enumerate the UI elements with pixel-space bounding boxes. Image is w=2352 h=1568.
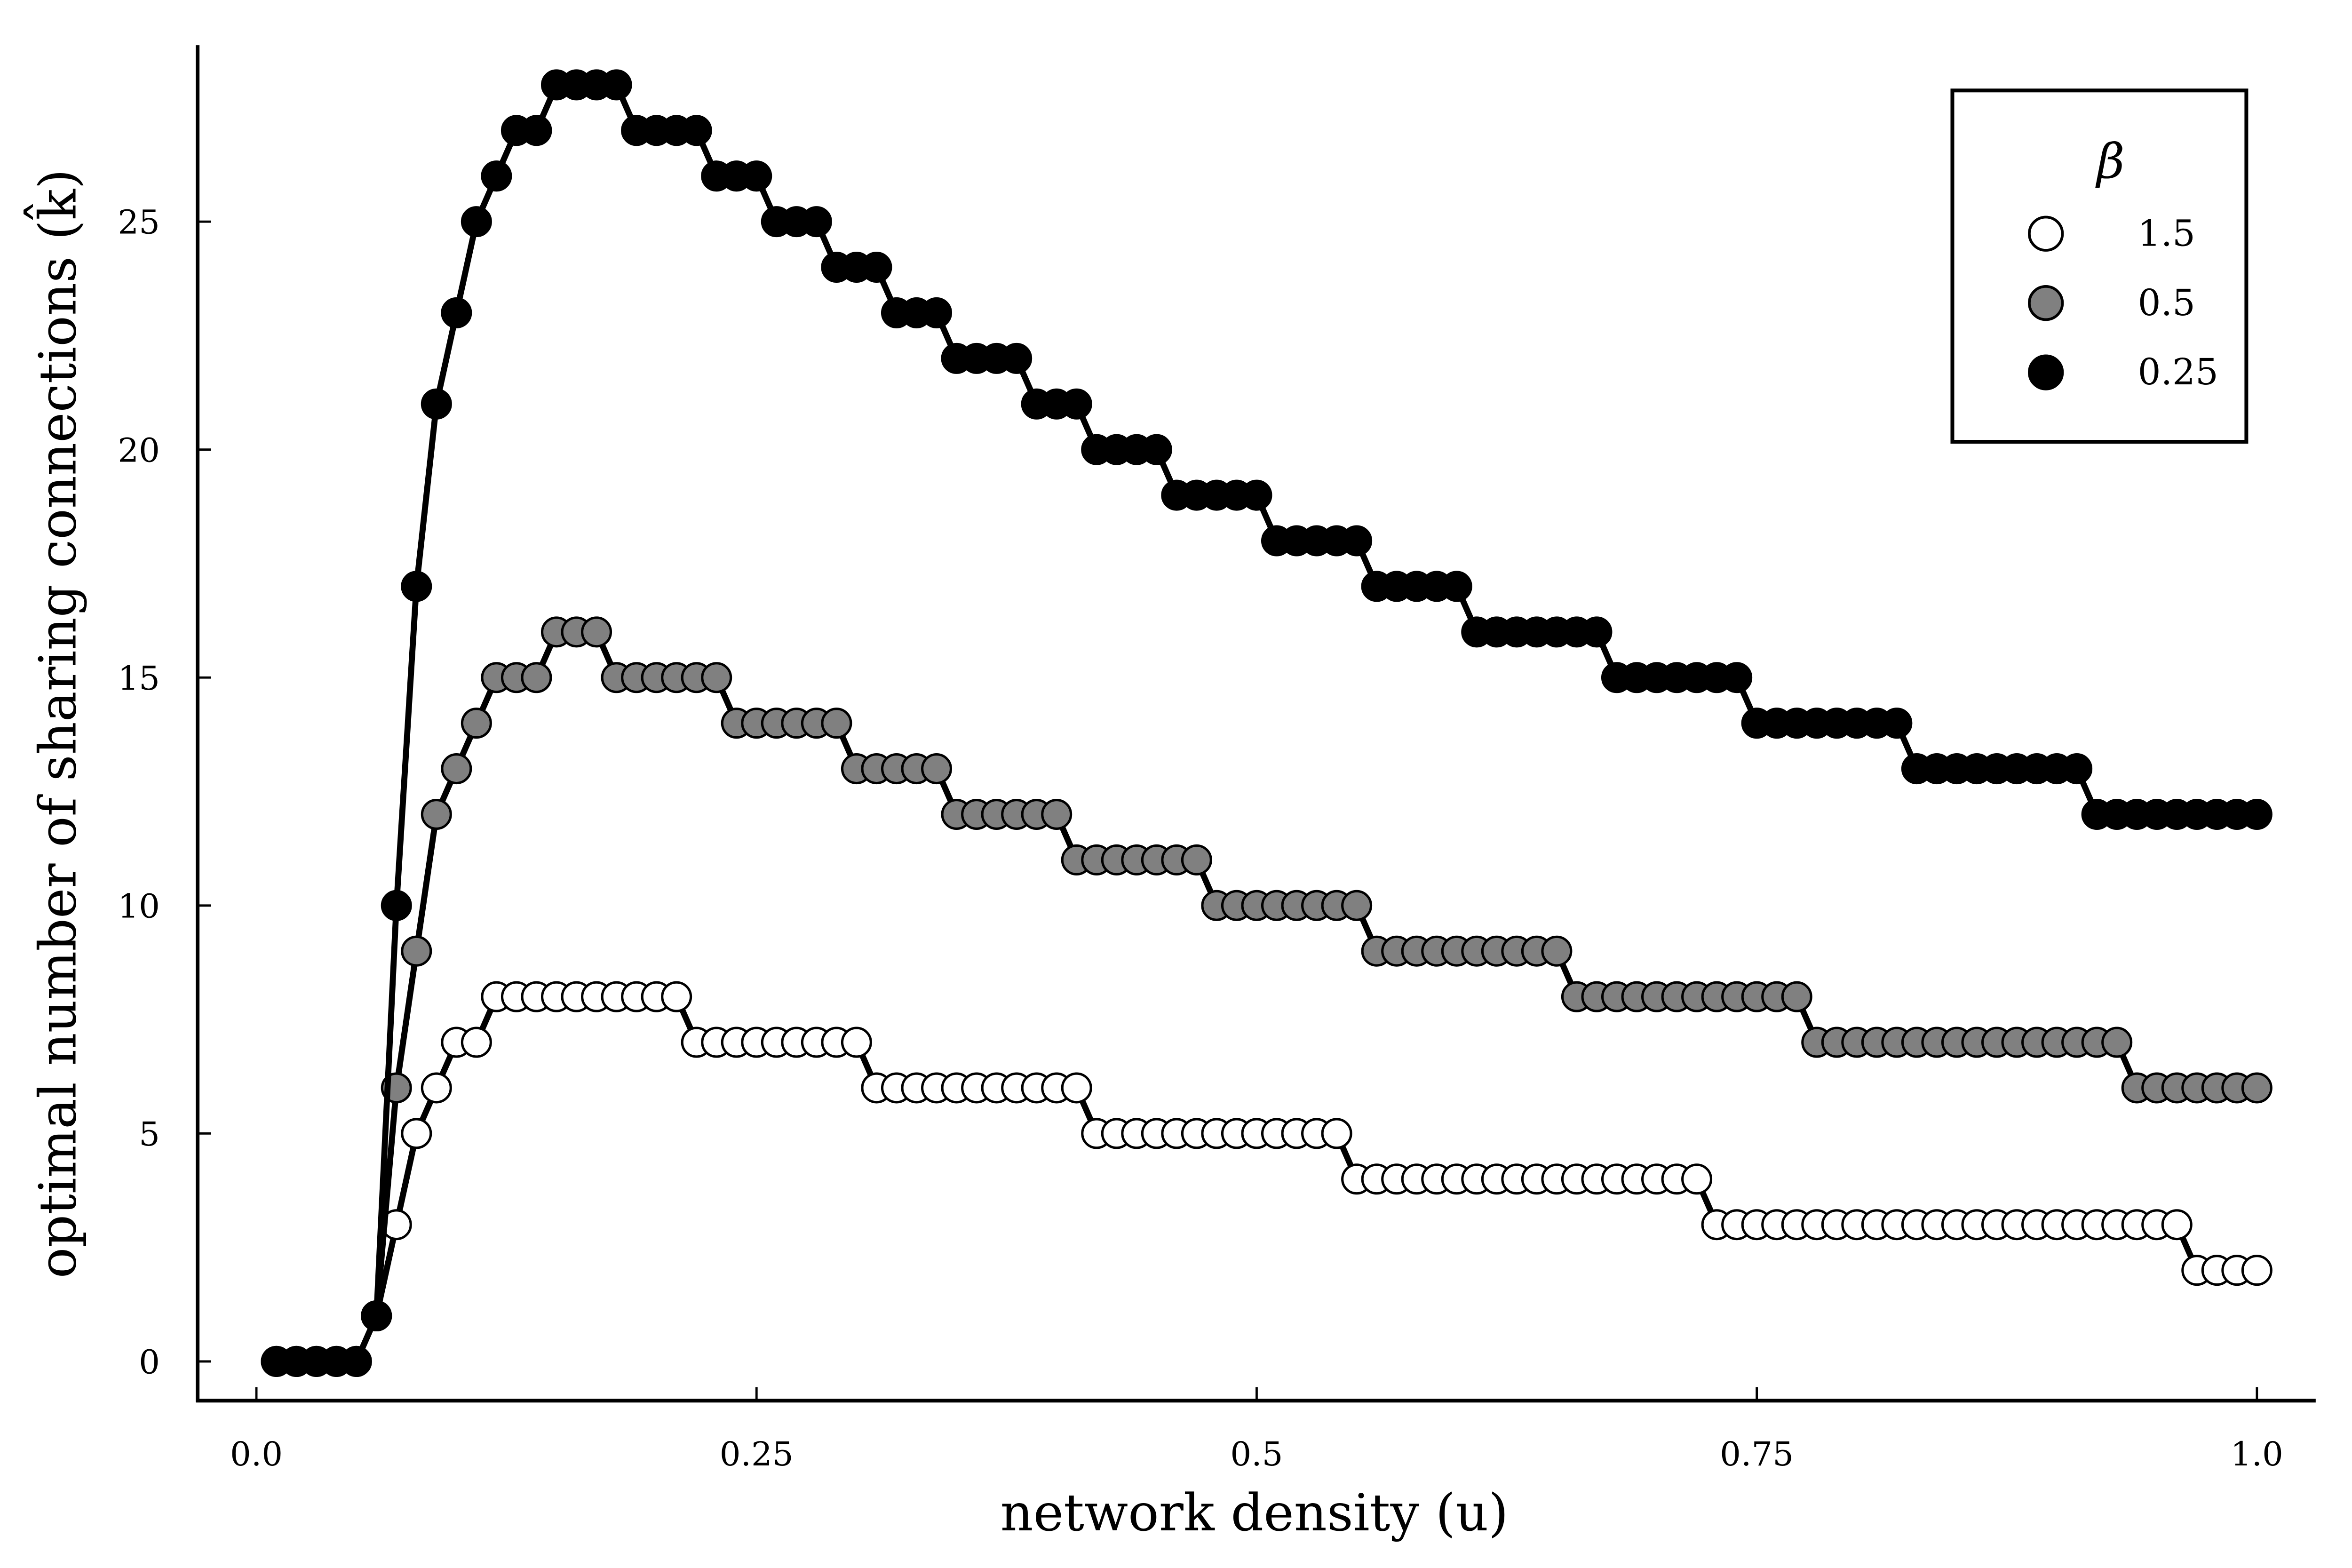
legend-label: 0.25 (2138, 351, 2218, 393)
data-point (481, 160, 512, 192)
data-point (461, 206, 492, 238)
y-tick-label: 10 (118, 887, 160, 925)
data-point (921, 753, 953, 785)
data-point (1141, 434, 1172, 465)
x-ticks: 0.0 0.25 0.5 0.75 1.0 (230, 1387, 2283, 1473)
x-tick-label: 1.0 (2231, 1435, 2283, 1473)
data-point (401, 571, 432, 602)
x-tick-label: 0.75 (1720, 1435, 1794, 1473)
data-point (381, 890, 412, 921)
data-point (1581, 616, 1613, 648)
data-point (441, 753, 472, 785)
data-point (401, 935, 432, 967)
data-point (421, 388, 452, 420)
y-tick-label: 20 (118, 431, 160, 470)
data-point (361, 1300, 392, 1332)
data-point (2241, 798, 2273, 830)
data-point (1721, 662, 1753, 693)
data-point (441, 297, 472, 328)
data-point (1341, 525, 1373, 557)
data-point (1541, 935, 1573, 967)
data-point (2061, 753, 2093, 785)
data-point (581, 616, 612, 648)
data-point (341, 1345, 372, 1377)
data-point (1881, 708, 1913, 739)
data-point (521, 662, 552, 693)
y-axis-label: optimal number of sharing connections (k… (24, 169, 88, 1278)
y-tick-label: 15 (118, 659, 160, 698)
data-point (1341, 890, 1373, 921)
data-point (701, 662, 732, 693)
data-point (1041, 798, 1073, 830)
legend-box (1950, 88, 2249, 444)
data-point (2101, 1027, 2133, 1058)
x-axis-label: network density (u) (1000, 1483, 1508, 1543)
data-point (841, 1027, 872, 1058)
legend: β 1.5 0.5 0.25 (1950, 88, 2249, 444)
data-point (741, 160, 772, 192)
series-0.25 (261, 69, 2273, 1377)
x-tick-label: 0.25 (720, 1435, 794, 1473)
data-point (2161, 1209, 2193, 1241)
legend-label: 0.5 (2138, 282, 2195, 324)
legend-marker (2028, 285, 2064, 321)
data-point (1061, 1072, 1092, 1104)
data-point (661, 981, 692, 1012)
data-point (921, 297, 953, 328)
x-tick-label: 0.0 (230, 1435, 283, 1473)
data-point (421, 798, 452, 830)
y-tick-label: 0 (139, 1343, 160, 1382)
x-tick-label: 0.5 (1230, 1435, 1283, 1473)
legend-label: 1.5 (2138, 213, 2195, 255)
legend-title: β (2095, 134, 2124, 190)
y-tick-label: 25 (118, 203, 160, 242)
plot-area (261, 69, 2273, 1377)
y-ticks: 0 5 10 15 20 25 (118, 203, 211, 1382)
data-point (601, 69, 632, 101)
data-point (401, 1118, 432, 1149)
data-point (521, 115, 552, 146)
data-point (801, 206, 832, 238)
data-point (461, 1027, 492, 1058)
data-point (1681, 1163, 1713, 1195)
data-point (821, 708, 852, 739)
data-point (1441, 571, 1472, 602)
y-tick-label: 5 (139, 1115, 160, 1154)
data-point (2241, 1255, 2273, 1286)
legend-marker (2028, 215, 2064, 252)
data-point (2241, 1072, 2273, 1104)
data-point (1001, 342, 1033, 374)
data-point (421, 1072, 452, 1104)
series-1.5 (261, 981, 2273, 1377)
legend-marker (2028, 354, 2064, 390)
data-point (1321, 1118, 1352, 1149)
series-0.5 (261, 616, 2273, 1377)
data-point (1781, 981, 1812, 1012)
data-point (461, 708, 492, 739)
data-point (1061, 388, 1092, 420)
data-point (1241, 479, 1272, 511)
data-point (681, 115, 712, 146)
data-point (1181, 844, 1212, 876)
data-point (861, 252, 892, 283)
